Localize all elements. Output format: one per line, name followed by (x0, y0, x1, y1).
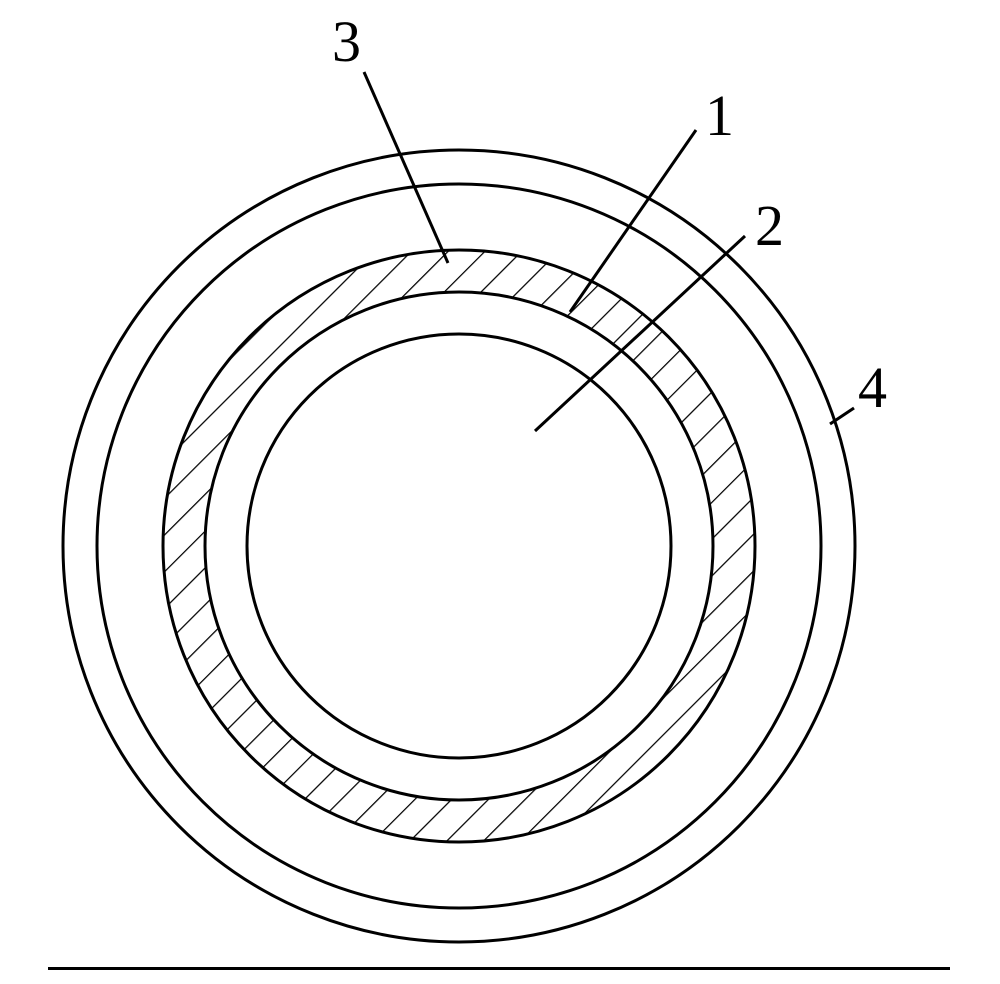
label-2: 2 (755, 192, 784, 259)
label-1: 1 (705, 82, 734, 149)
bottom-rule (48, 967, 950, 970)
cross-section-svg (0, 0, 1000, 979)
diagram-container: 3 1 2 4 (0, 0, 1000, 979)
ring-3-hatch (0, 0, 1000, 979)
label-3: 3 (332, 8, 361, 75)
label-4: 4 (858, 354, 887, 421)
